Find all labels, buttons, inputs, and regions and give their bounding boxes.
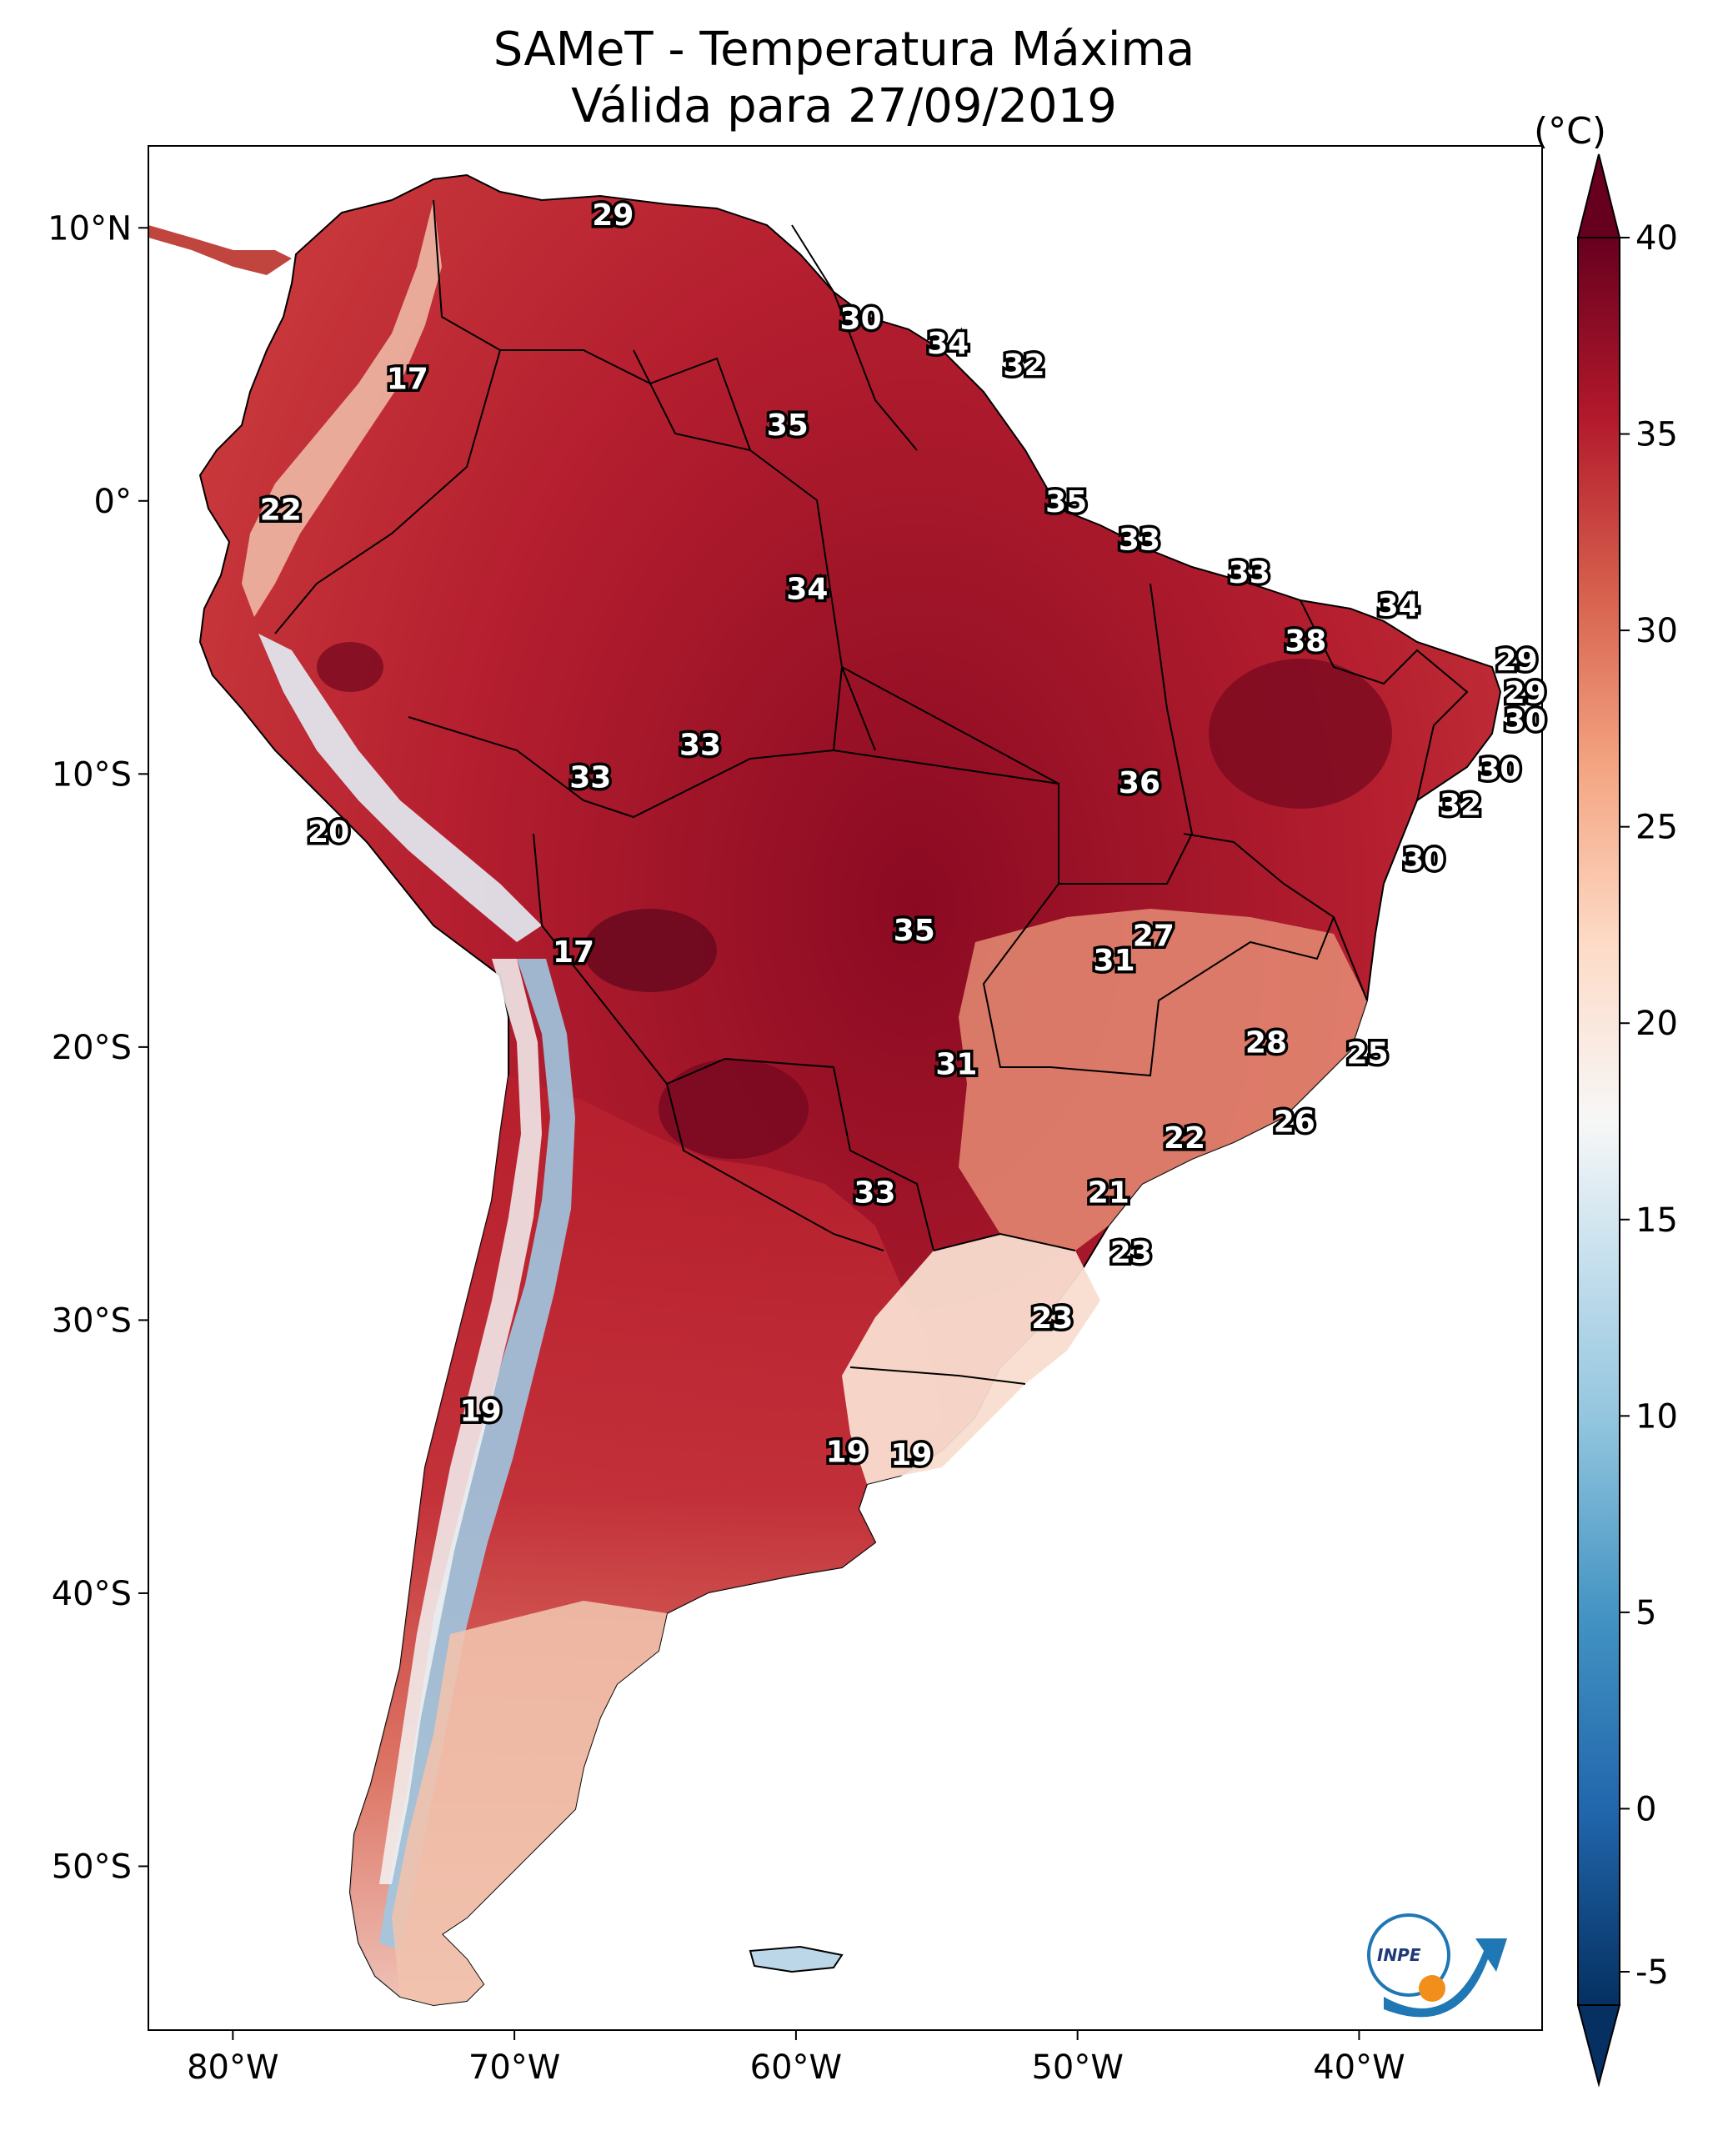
colorbar-tick-label: 5 — [1635, 1594, 1656, 1632]
temperature-label: 21 — [1088, 1176, 1129, 1210]
temperature-label: 36 — [1119, 766, 1160, 800]
temperature-label: 23 — [1110, 1236, 1152, 1271]
temperature-label: 38 — [1285, 624, 1326, 659]
falklands — [749, 1945, 844, 1973]
central-america-land — [148, 225, 292, 275]
temperature-label: 35 — [767, 409, 809, 443]
lon-tick-label: 40°W — [1313, 2048, 1405, 2087]
map-title: SAMeT - Temperatura Máxima — [493, 23, 1195, 77]
logo-ring — [1367, 1913, 1450, 1997]
colorbar-tick-label: -5 — [1635, 1953, 1669, 1992]
temperature-label: 19 — [890, 1438, 932, 1472]
colorbar-tick-label: 15 — [1635, 1201, 1678, 1240]
temperature-label: 28 — [1245, 1025, 1287, 1060]
temperature-label: 33 — [1119, 524, 1160, 558]
lon-tick-label: 60°W — [750, 2048, 842, 2087]
temperature-label: 22 — [1164, 1121, 1205, 1156]
colorbar-tick-label: 25 — [1635, 809, 1678, 847]
map-border — [148, 145, 1543, 2031]
temperature-label: 31 — [1094, 944, 1135, 978]
andes-north — [242, 200, 442, 617]
temperature-label: 29 — [1505, 676, 1546, 710]
lat-tick-label: 10°S — [52, 755, 132, 794]
lat-tick-label: 10°N — [48, 209, 132, 248]
temperature-label: 19 — [826, 1436, 868, 1470]
colorbar-tick-label: 35 — [1635, 416, 1678, 454]
temperature-label: 31 — [935, 1048, 977, 1082]
andes-central — [258, 634, 542, 942]
colorbar-body — [1577, 237, 1620, 2006]
temperature-label: 29 — [1496, 644, 1538, 678]
temperature-label: 34 — [1378, 589, 1420, 623]
temperature-label: 22 — [260, 494, 302, 528]
andes-snow — [379, 959, 542, 1884]
temperature-label: 35 — [1045, 485, 1087, 519]
longitude-axis: 80°W 70°W 60°W 50°W 40°W — [187, 2030, 1405, 2087]
colorbar-unit: (°C) — [1534, 110, 1607, 153]
colorbar-tick-label: 10 — [1635, 1397, 1678, 1436]
lat-tick-label: 40°S — [52, 1575, 132, 1613]
logo-text: INPE — [1377, 1945, 1421, 1965]
colorbar-top-arrow — [1576, 153, 1621, 238]
lon-tick-label: 70°W — [468, 2048, 560, 2087]
temperature-label: 23 — [1031, 1301, 1073, 1336]
temperature-label: 33 — [1229, 556, 1270, 590]
temperature-label: 30 — [1505, 704, 1546, 738]
colorbar-bottom-arrow — [1576, 2004, 1621, 2088]
temperature-label: 26 — [1274, 1105, 1315, 1139]
lat-tick-label: 0° — [94, 483, 132, 521]
map-subtitle: Válida para 27/09/2019 — [571, 79, 1117, 133]
temperature-label: 33 — [854, 1176, 895, 1210]
colorbar-tick-label: 30 — [1635, 612, 1678, 650]
lat-tick-label: 50°S — [52, 1848, 132, 1886]
country-borders — [274, 199, 1469, 1385]
patagonia — [392, 1601, 667, 2005]
temperature-label: 32 — [1440, 788, 1481, 822]
logo-dot — [1419, 1975, 1445, 2002]
bolivia-hotspot — [584, 909, 717, 992]
temperature-label: 30 — [1479, 753, 1520, 787]
temperature-label: 19 — [460, 1394, 502, 1428]
temperature-label: 32 — [1003, 348, 1044, 383]
temperature-label: 29 — [592, 198, 634, 233]
temperature-label: 17 — [553, 935, 594, 970]
temperature-label: 33 — [679, 728, 721, 762]
temperature-label: 35 — [894, 914, 935, 948]
temperature-label: 33 — [569, 761, 611, 795]
nordeste-hotspot — [1209, 659, 1392, 809]
inpe-logo: INPE — [1367, 1913, 1507, 2018]
continent-layer — [148, 173, 1502, 2007]
colorbar-tick-label: 20 — [1635, 1005, 1678, 1043]
south-brazil-cool — [842, 1234, 1100, 1484]
temperature-label: 30 — [840, 302, 882, 336]
logo-swoosh — [1384, 1938, 1507, 2018]
lon-tick-label: 80°W — [187, 2048, 278, 2087]
southeast-brazil — [959, 909, 1367, 1251]
peru-hotspot — [317, 642, 383, 692]
colorbar: -5 0 5 10 15 20 25 30 35 40 — [1576, 153, 1678, 2088]
latitude-axis: 10°N 0° 10°S 20°S 30°S 40°S 50°S — [48, 209, 148, 1886]
colorbar-tick-label: 40 — [1635, 219, 1678, 258]
temperature-label: 20 — [308, 815, 349, 850]
temperature-label: 25 — [1347, 1036, 1389, 1070]
temperature-label: 34 — [927, 327, 969, 361]
temperature-label: 17 — [387, 362, 428, 396]
colorbar-tick-label: 0 — [1635, 1790, 1656, 1828]
lat-tick-label: 30°S — [52, 1301, 132, 1340]
chaco-hotspot — [659, 1059, 809, 1159]
lat-tick-label: 20°S — [52, 1029, 132, 1067]
temperature-label: 34 — [786, 573, 828, 607]
temperature-label: 27 — [1133, 920, 1175, 954]
lon-tick-label: 50°W — [1031, 2048, 1123, 2087]
temperature-label: 30 — [1403, 843, 1445, 877]
